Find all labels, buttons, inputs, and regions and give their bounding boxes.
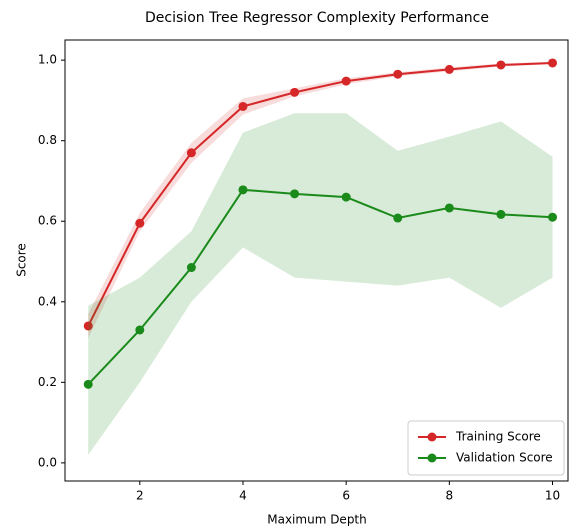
y-tick-label: 0.6: [38, 214, 57, 228]
score-point: [186, 148, 196, 158]
score-point: [186, 263, 196, 273]
y-tick-label: 0.4: [38, 294, 57, 308]
y-tick-label: 0.8: [38, 133, 57, 147]
score-point: [444, 64, 454, 74]
score-point: [135, 325, 145, 335]
score-line: [87, 61, 553, 327]
x-tick-label: 4: [239, 489, 247, 503]
x-tick-label: 8: [446, 489, 454, 503]
legend-marker: [427, 432, 437, 442]
score-point: [83, 379, 93, 389]
y-tick-label: 0.2: [38, 375, 57, 389]
score-point: [238, 101, 248, 111]
score-point: [393, 69, 403, 79]
score-band: [88, 113, 553, 455]
legend-label: Validation Score: [456, 451, 553, 465]
score-point: [238, 185, 248, 195]
x-tick-label: 10: [545, 489, 560, 503]
y-tick-label: 0.0: [38, 455, 57, 469]
plot-frame: [64, 39, 569, 482]
score-point: [290, 87, 300, 97]
y-tick-label: 1.0: [38, 53, 57, 67]
score-point: [548, 212, 558, 222]
legend-label: Training Score: [455, 430, 541, 444]
score-point: [341, 192, 351, 202]
y-axis-label: Score: [15, 243, 29, 277]
score-point: [393, 213, 403, 223]
score-point: [341, 76, 351, 86]
legend: Training Score Validation Score: [407, 420, 565, 476]
score-line: [87, 188, 553, 386]
legend-box: [407, 420, 565, 476]
score-point: [135, 218, 145, 228]
score-point: [496, 209, 506, 219]
score-point: [290, 189, 300, 199]
chart-title: Decision Tree Regressor Complexity Perfo…: [145, 10, 489, 26]
score-point: [548, 58, 558, 68]
x-tick-label: 2: [136, 489, 144, 503]
score-point: [496, 60, 506, 70]
legend-marker: [427, 453, 437, 463]
score-point: [444, 203, 454, 213]
x-tick-label: 6: [342, 489, 350, 503]
x-axis-label: Maximum Depth: [267, 513, 367, 527]
score-point: [83, 321, 93, 331]
